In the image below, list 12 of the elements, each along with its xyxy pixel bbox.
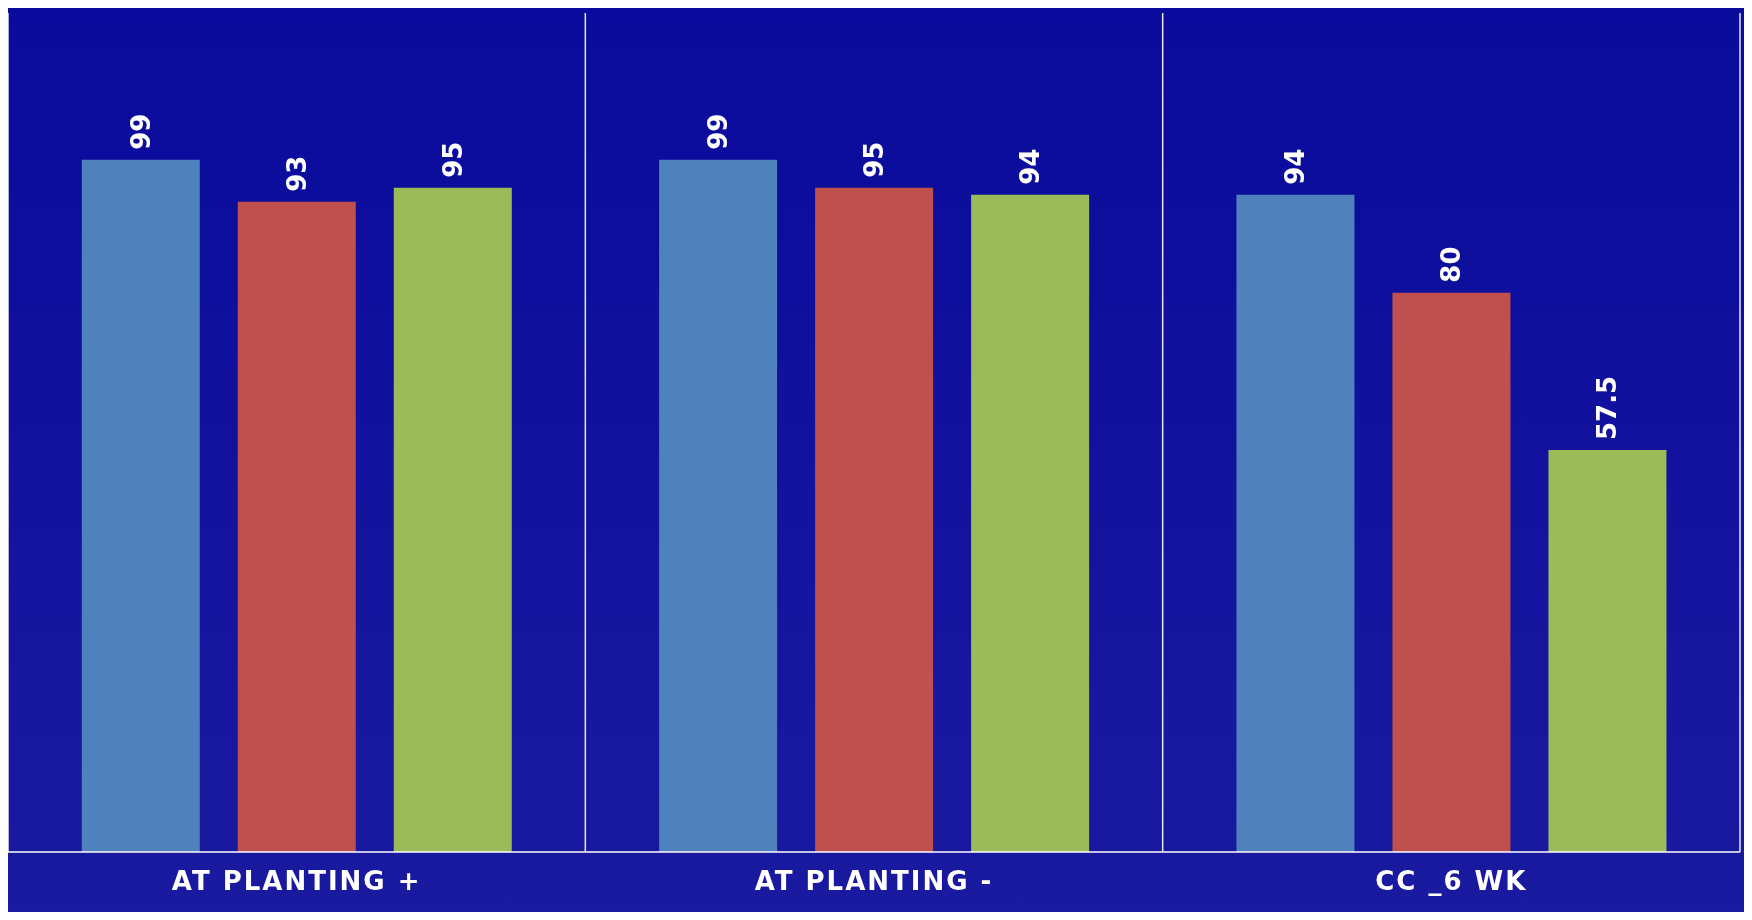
data-label: 80 xyxy=(1436,246,1467,283)
x-tick-label: AT PLANTING - xyxy=(754,866,994,897)
data-label: 57.5 xyxy=(1592,375,1623,440)
data-label: 95 xyxy=(859,141,890,178)
data-label: 99 xyxy=(703,113,734,150)
x-tick-label: CC _6 WK xyxy=(1375,866,1528,897)
data-label: 94 xyxy=(1280,148,1311,185)
data-label: 93 xyxy=(281,155,312,192)
data-label: 95 xyxy=(437,141,468,178)
data-label: 99 xyxy=(125,113,156,150)
data-label: 94 xyxy=(1015,148,1046,185)
x-tick-label: AT PLANTING + xyxy=(171,866,422,897)
